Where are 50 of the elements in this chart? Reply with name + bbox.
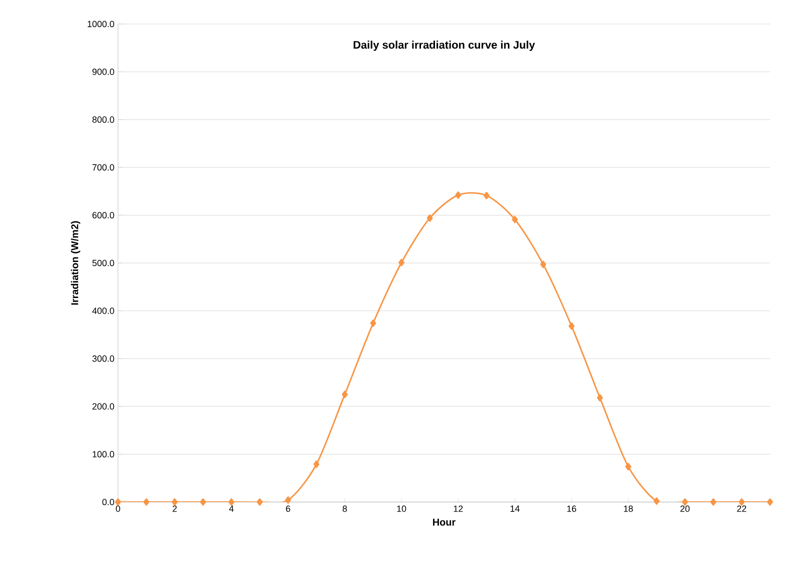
y-tick-label: 1000.0 [88,20,114,28]
point [398,258,404,266]
x-tick-label: 14 [510,506,520,512]
point [540,260,546,268]
point [370,319,376,327]
x-tick-label: 0 [116,506,120,512]
point [172,498,178,506]
point [710,498,716,506]
x-tick-label: 18 [624,506,633,512]
x-tick-label: 8 [342,506,347,512]
point [115,498,121,506]
x-tick-label: 2 [172,506,177,512]
point [484,192,490,200]
point [654,497,660,505]
point [596,394,603,402]
y-tick-label: 900.0 [92,68,114,75]
x-tick-label: 20 [680,506,690,512]
y-axis-title: Irradiation (W/m2) [70,221,80,305]
point [682,498,688,506]
point [625,462,632,470]
x-tick-label: 22 [737,506,746,512]
y-tick-label: 400.0 [92,308,114,314]
point [738,498,745,506]
x-tick-label: 4 [229,506,234,512]
point [512,216,518,224]
x-tick-label: 12 [454,506,463,512]
point [256,498,263,506]
x-tick-label: 6 [286,506,290,512]
text: Daily solar irradiation curve in July [354,40,535,51]
y-tick-label: 0.0 [102,498,114,506]
point [568,322,575,330]
point [342,390,348,398]
point [200,498,206,506]
x-axis-title: Hour [433,518,456,526]
y-tick-label: 700.0 [92,164,114,171]
y-tick-label: 800.0 [92,116,114,123]
point [143,498,150,506]
point [426,214,433,222]
point [285,496,292,504]
point [313,460,320,468]
y-tick-label: 500.0 [92,260,114,266]
x-tick-label: 10 [397,506,406,512]
point [455,191,462,199]
point [767,498,773,506]
y-tick-label: 600.0 [92,212,114,218]
x-tick-label: 16 [567,506,576,512]
y-tick-label: 200.0 [92,403,114,410]
point [228,498,234,506]
y-tick-label: 300.0 [92,355,114,362]
y-tick-label: 100.0 [92,451,114,458]
